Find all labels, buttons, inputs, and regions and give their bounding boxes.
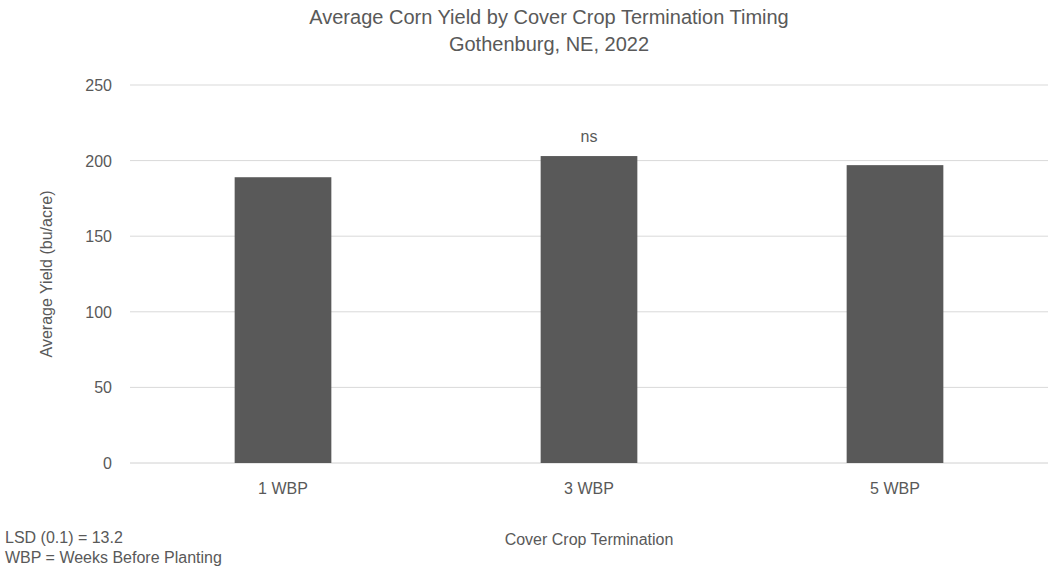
title: Average Corn Yield by Cover Crop Termina…	[309, 6, 789, 28]
y-tick-label: 100	[85, 304, 112, 321]
x-axis-label: Cover Crop Termination	[505, 531, 674, 548]
chart: Average Corn Yield by Cover Crop Termina…	[0, 0, 1050, 572]
bars	[235, 156, 944, 463]
bar	[847, 165, 944, 463]
y-tick-label: 50	[94, 379, 112, 396]
y-tick-label: 150	[85, 228, 112, 245]
footnote: WBP = Weeks Before Planting	[5, 549, 222, 566]
x-tick-label: 3 WBP	[564, 480, 614, 497]
footnote: LSD (0.1) = 13.2	[5, 529, 123, 546]
bar	[235, 177, 332, 463]
subtitle: Gothenburg, NE, 2022	[449, 33, 649, 55]
y-tick-label: 250	[85, 77, 112, 94]
x-tick-label: 1 WBP	[258, 480, 308, 497]
bar	[541, 156, 638, 463]
y-axis-label: Average Yield (bu/acre)	[38, 191, 55, 358]
y-tick-label: 200	[85, 153, 112, 170]
grid-line	[130, 85, 1048, 86]
y-tick-label: 0	[103, 455, 112, 472]
annotation: ns	[581, 128, 598, 145]
x-tick-label: 5 WBP	[870, 480, 920, 497]
